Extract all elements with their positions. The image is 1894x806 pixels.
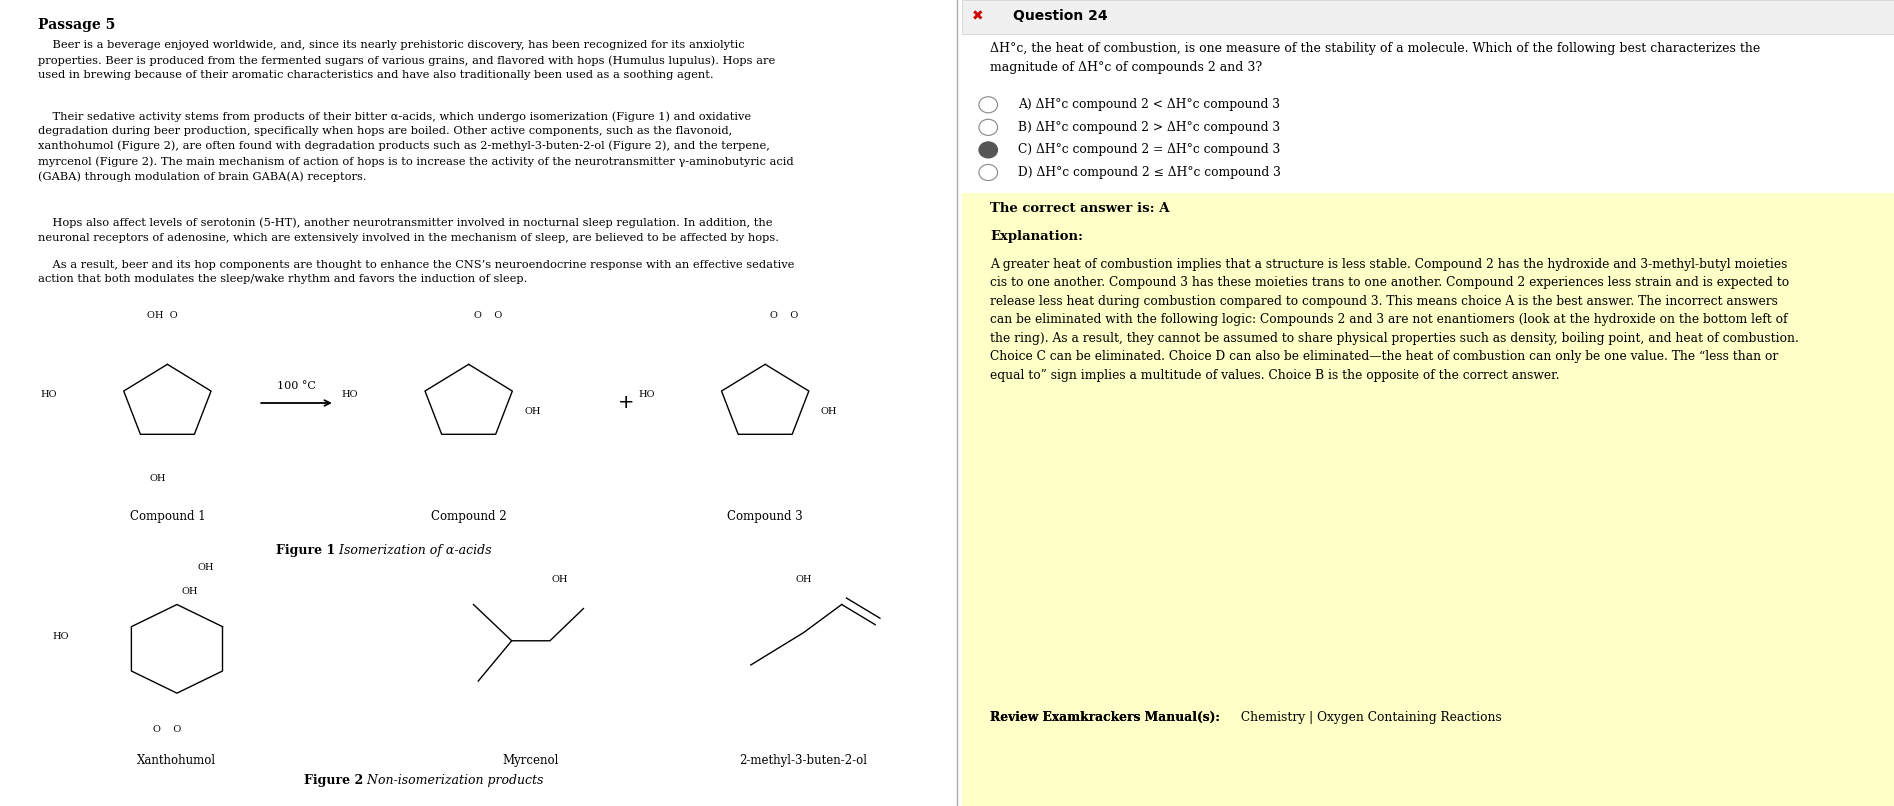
Text: D) ΔH°c compound 2 ≤ ΔH°c compound 3: D) ΔH°c compound 2 ≤ ΔH°c compound 3 <box>1019 166 1280 179</box>
Text: As a result, beer and its hop components are thought to enhance the CNS’s neuroe: As a result, beer and its hop components… <box>38 260 795 284</box>
Text: Compound 1: Compound 1 <box>129 510 205 523</box>
Text: Figure 2: Figure 2 <box>305 774 364 787</box>
Circle shape <box>979 142 998 158</box>
Text: HO: HO <box>53 632 68 642</box>
Text: Figure 1: Figure 1 <box>275 544 335 557</box>
Text: OH: OH <box>525 406 540 416</box>
Text: 100 °C: 100 °C <box>277 381 316 391</box>
Text: HO: HO <box>40 390 57 400</box>
Text: Non-isomerization products: Non-isomerization products <box>364 774 544 787</box>
Text: Passage 5: Passage 5 <box>38 18 116 31</box>
Text: Review Examkrackers Manual(s):: Review Examkrackers Manual(s): <box>991 711 1220 724</box>
Text: Review Examkrackers Manual(s):: Review Examkrackers Manual(s): <box>991 711 1220 724</box>
Text: OH: OH <box>551 575 568 584</box>
Text: The correct answer is: A: The correct answer is: A <box>991 202 1170 214</box>
Text: Question 24: Question 24 <box>1013 9 1108 23</box>
Text: Their sedative activity stems from products of their bitter α-acids, which under: Their sedative activity stems from produ… <box>38 111 794 182</box>
Text: O    O: O O <box>474 311 502 320</box>
Text: OH: OH <box>795 575 813 584</box>
Text: ✖: ✖ <box>972 9 983 23</box>
Text: HO: HO <box>341 390 358 400</box>
Text: O    O: O O <box>771 311 799 320</box>
Text: Compound 2: Compound 2 <box>430 510 506 523</box>
Text: OH: OH <box>150 474 167 483</box>
Text: +: + <box>617 393 634 413</box>
Text: OH: OH <box>820 406 837 416</box>
Text: Review Examkrackers Manual(s): Chemistry | Oxygen Containing Reactions: Review Examkrackers Manual(s): Chemistry… <box>991 711 1464 724</box>
Text: OH: OH <box>197 563 214 572</box>
Text: HO: HO <box>638 390 655 400</box>
Text: A greater heat of combustion implies that a structure is less stable. Compound 2: A greater heat of combustion implies tha… <box>991 258 1799 382</box>
Text: OH  O: OH O <box>148 311 178 320</box>
Text: Xanthohumol: Xanthohumol <box>138 754 216 767</box>
Text: OH: OH <box>182 588 199 596</box>
Text: Beer is a beverage enjoyed worldwide, and, since its nearly prehistoric discover: Beer is a beverage enjoyed worldwide, an… <box>38 40 775 80</box>
Text: Hops also affect levels of serotonin (5-HT), another neurotransmitter involved i: Hops also affect levels of serotonin (5-… <box>38 218 778 243</box>
Text: Isomerization of α-acids: Isomerization of α-acids <box>335 544 491 557</box>
Text: Myrcenol: Myrcenol <box>502 754 559 767</box>
Text: ΔH°c, the heat of combustion, is one measure of the stability of a molecule. Whi: ΔH°c, the heat of combustion, is one mea… <box>991 42 1760 74</box>
Text: A) ΔH°c compound 2 < ΔH°c compound 3: A) ΔH°c compound 2 < ΔH°c compound 3 <box>1019 98 1280 111</box>
Text: B) ΔH°c compound 2 > ΔH°c compound 3: B) ΔH°c compound 2 > ΔH°c compound 3 <box>1019 121 1280 134</box>
FancyBboxPatch shape <box>962 0 1894 34</box>
Text: O    O: O O <box>153 725 182 734</box>
Text: C) ΔH°c compound 2 = ΔH°c compound 3: C) ΔH°c compound 2 = ΔH°c compound 3 <box>1019 143 1280 156</box>
Text: Chemistry | Oxygen Containing Reactions: Chemistry | Oxygen Containing Reactions <box>1237 711 1502 724</box>
Text: Compound 3: Compound 3 <box>727 510 803 523</box>
Text: Explanation:: Explanation: <box>991 230 1083 243</box>
Text: 2-methyl-3-buten-2-ol: 2-methyl-3-buten-2-ol <box>739 754 867 767</box>
FancyBboxPatch shape <box>962 193 1894 806</box>
